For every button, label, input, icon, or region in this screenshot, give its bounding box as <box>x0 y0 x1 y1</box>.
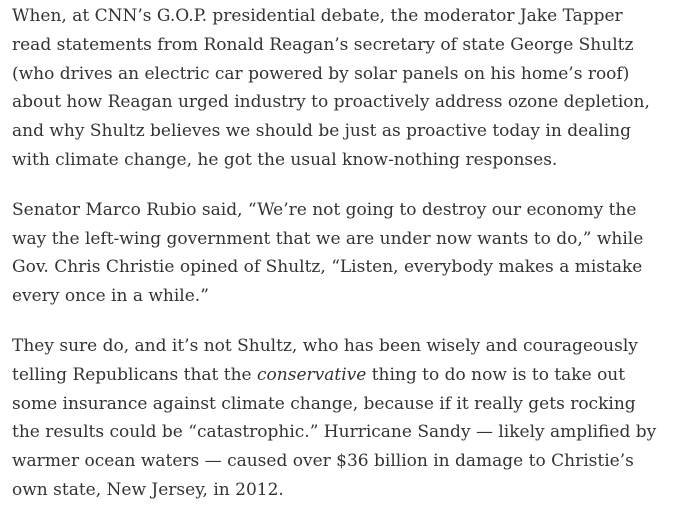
text-segment: telling Republicans that the <box>12 364 258 385</box>
text-line: They sure do, and it’s not Shultz, who h… <box>12 335 638 356</box>
text-line: (who drives an electric car powered by s… <box>12 63 630 84</box>
text-line: the results could be “catastrophic.” Hur… <box>12 422 657 443</box>
text-line: about how Reagan urged industry to proac… <box>12 92 650 113</box>
text-line: every once in a while.” <box>12 286 209 307</box>
text-line: with climate change, he got the usual kn… <box>12 149 558 170</box>
text-line: telling Republicans that the conservativ… <box>12 361 683 390</box>
paragraph: Senator Marco Rubio said, “We’re not goi… <box>12 196 683 311</box>
text-line: warmer ocean waters — caused over $36 bi… <box>12 451 634 472</box>
text-line: read statements from Ronald Reagan’s sec… <box>12 34 634 55</box>
paragraph: They sure do, and it’s not Shultz, who h… <box>12 332 683 505</box>
text-segment: thing to do now is to take out <box>366 364 626 385</box>
paragraph: When, at CNN’s G.O.P. presidential debat… <box>12 2 683 175</box>
emphasis: conservative <box>257 364 367 385</box>
text-line: Gov. Chris Christie opined of Shultz, “L… <box>12 257 643 278</box>
text-line: When, at CNN’s G.O.P. presidential debat… <box>12 6 623 26</box>
text-line: Senator Marco Rubio said, “We’re not goi… <box>12 199 637 220</box>
text-line: way the left-wing government that we are… <box>12 228 644 249</box>
text-line: some insurance against climate change, b… <box>12 393 636 414</box>
text-line: and why Shultz believes we should be jus… <box>12 121 632 142</box>
text-line: own state, New Jersey, in 2012. <box>12 479 284 500</box>
